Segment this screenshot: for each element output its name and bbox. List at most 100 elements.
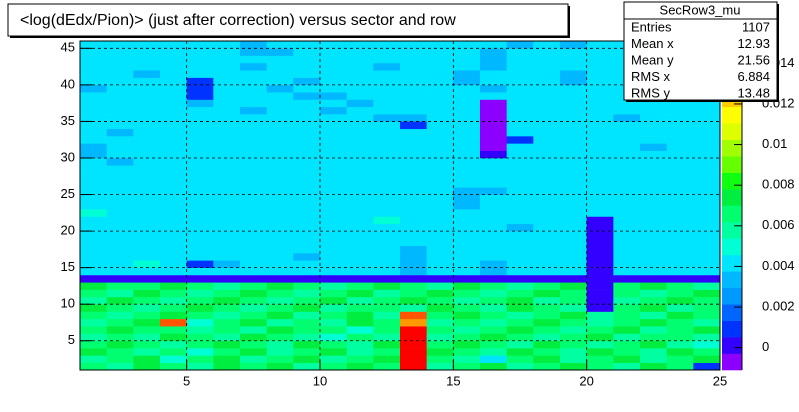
cell: [160, 165, 187, 173]
cell: [186, 245, 214, 254]
cell: [213, 333, 241, 342]
cell: [80, 253, 107, 261]
cell: [373, 304, 401, 312]
cell: [133, 333, 161, 342]
cell: [533, 48, 561, 56]
cell: [693, 296, 721, 305]
cell: [640, 282, 667, 290]
cell: [106, 143, 134, 151]
cell: [453, 84, 481, 93]
cell: [320, 362, 347, 371]
cell: [186, 114, 214, 122]
cell: [266, 267, 294, 276]
cell: [693, 150, 721, 159]
cell: [533, 70, 561, 78]
cell: [693, 318, 721, 327]
cell: [80, 326, 107, 334]
cell: [106, 121, 134, 130]
cell: [346, 304, 374, 312]
cell: [160, 121, 187, 130]
cell: [80, 62, 107, 71]
cell: [506, 333, 534, 342]
cell: [480, 238, 507, 247]
cell: [666, 355, 694, 363]
cell: [666, 289, 694, 298]
cell: [453, 231, 481, 239]
cell: [640, 99, 667, 108]
cell: [480, 223, 507, 232]
cell: [133, 136, 161, 144]
cell: [213, 41, 241, 49]
cell: [320, 77, 347, 86]
cell: [373, 99, 401, 108]
cell: [373, 150, 401, 159]
cell: [400, 333, 427, 342]
cell: [266, 209, 294, 217]
cell: [160, 179, 187, 188]
cell: [293, 274, 321, 283]
cell: [613, 355, 641, 363]
cell: [666, 128, 694, 137]
cell: [320, 355, 347, 363]
cell: [533, 333, 561, 342]
cell: [240, 231, 267, 239]
cell: [373, 296, 401, 305]
cell: [586, 209, 614, 217]
cell: [533, 201, 561, 210]
cell: [266, 340, 294, 349]
cell: [453, 326, 481, 334]
cell: [106, 77, 134, 86]
cell: [373, 201, 401, 210]
cell: [506, 136, 534, 144]
cell: [613, 143, 641, 151]
cell: [613, 318, 641, 327]
cell: [666, 99, 694, 108]
cell: [693, 245, 721, 254]
cell: [320, 348, 347, 356]
cell: [373, 55, 401, 64]
cell: [560, 304, 587, 312]
cell: [613, 274, 641, 283]
cell: [213, 274, 241, 283]
cell: [106, 340, 134, 349]
cell: [666, 311, 694, 320]
cell: [133, 165, 161, 173]
cell: [480, 62, 507, 71]
cell: [266, 318, 294, 327]
cell: [213, 128, 241, 137]
cell: [320, 136, 347, 144]
cell: [106, 296, 134, 305]
cell: [560, 179, 587, 188]
cell: [666, 157, 694, 166]
cell: [453, 128, 481, 137]
cell: [80, 289, 107, 298]
cell: [346, 289, 374, 298]
cell: [213, 362, 241, 371]
cell: [266, 179, 294, 188]
cell: [666, 253, 694, 261]
cell: [186, 260, 214, 268]
cell: [666, 231, 694, 239]
cell: [186, 194, 214, 203]
cell: [586, 143, 614, 151]
cell: [586, 121, 614, 130]
cell: [320, 172, 347, 181]
cell: [213, 187, 241, 195]
cell: [80, 201, 107, 210]
cell: [560, 311, 587, 320]
stats-label: RMS y: [631, 85, 671, 100]
cell: [186, 348, 214, 356]
cell: [133, 179, 161, 188]
cell: [373, 92, 401, 100]
cell: [400, 216, 427, 225]
cell: [453, 55, 481, 64]
cell: [240, 48, 267, 56]
cell: [586, 41, 614, 49]
cell: [80, 128, 107, 137]
cell: [693, 274, 721, 283]
cell: [373, 348, 401, 356]
cell: [560, 260, 587, 268]
cell: [586, 150, 614, 159]
cell: [666, 165, 694, 173]
cell: [186, 362, 214, 371]
